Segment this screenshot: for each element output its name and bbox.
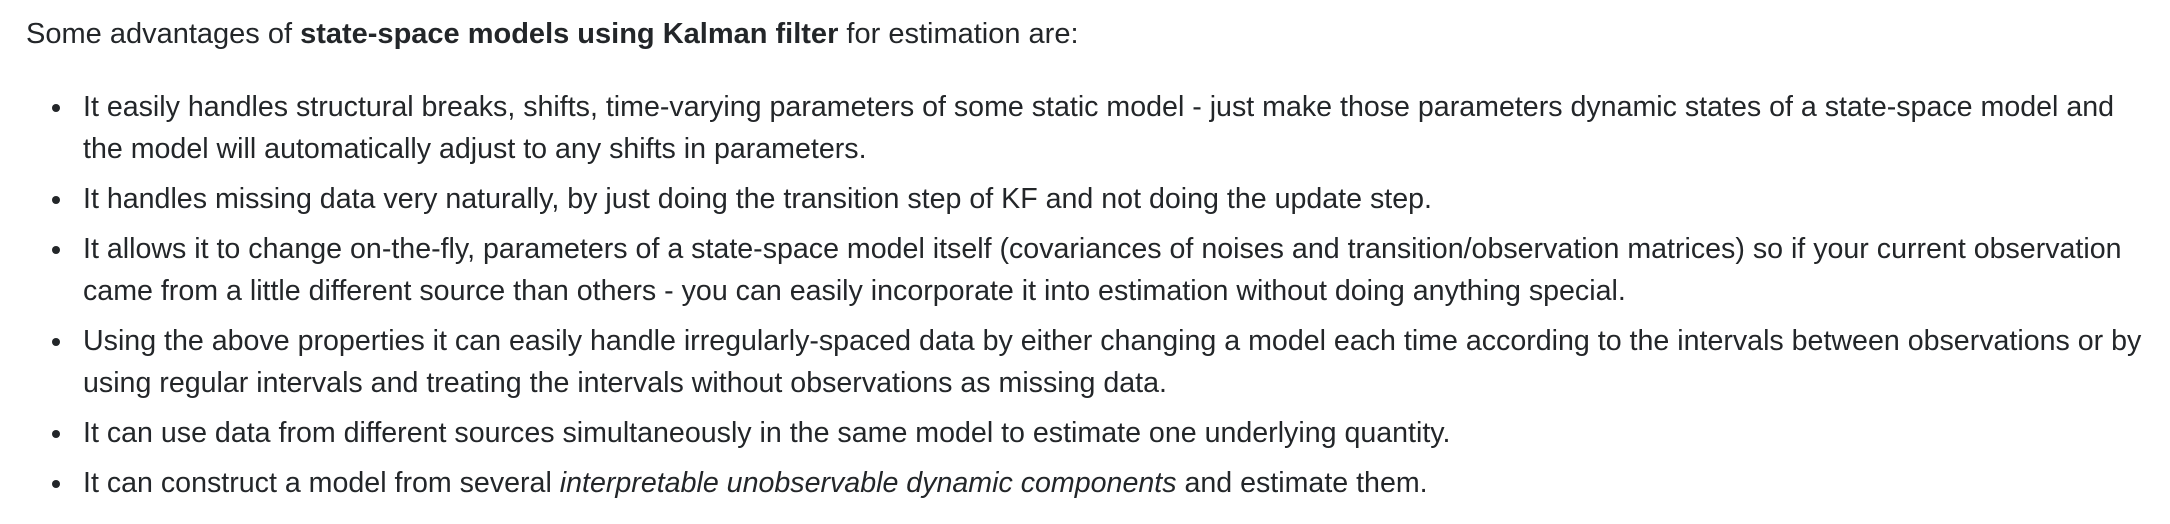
list-item: It allows it to change on-the-fly, param…	[26, 228, 2146, 312]
bullet-icon	[52, 196, 60, 204]
list-item: Using the above properties it can easily…	[26, 320, 2146, 404]
list-item-text-end: and estimate them.	[1176, 467, 1428, 499]
list-item: It easily handles structural breaks, shi…	[26, 86, 2146, 170]
bullet-icon	[52, 104, 60, 112]
list-item-text-start: It can construct a model from several	[83, 467, 560, 499]
answer-body: Some advantages of state-space models us…	[26, 14, 2146, 512]
bullet-icon	[52, 246, 60, 254]
advantages-list: It easily handles structural breaks, shi…	[26, 86, 2146, 504]
intro-text-start: Some advantages of	[26, 18, 301, 50]
list-item-text: It allows it to change on-the-fly, param…	[83, 233, 2122, 307]
bullet-icon	[52, 430, 60, 438]
intro-text-end: for estimation are:	[838, 18, 1079, 50]
bullet-icon	[52, 338, 60, 346]
list-item-text: Using the above properties it can easily…	[83, 325, 2142, 399]
list-item: It can construct a model from several in…	[26, 462, 2146, 504]
intro-paragraph: Some advantages of state-space models us…	[26, 14, 2146, 54]
list-item: It can use data from different sources s…	[26, 412, 2146, 454]
intro-bold-phrase: state-space models using Kalman filter	[300, 18, 839, 50]
list-item-text: It handles missing data very naturally, …	[83, 183, 1432, 215]
list-item-text: It easily handles structural breaks, shi…	[83, 91, 2115, 165]
list-item-text: It can use data from different sources s…	[83, 417, 1451, 449]
list-item: It handles missing data very naturally, …	[26, 178, 2146, 220]
bullet-icon	[52, 480, 60, 488]
italic-phrase: interpretable unobservable dynamic compo…	[559, 467, 1177, 499]
